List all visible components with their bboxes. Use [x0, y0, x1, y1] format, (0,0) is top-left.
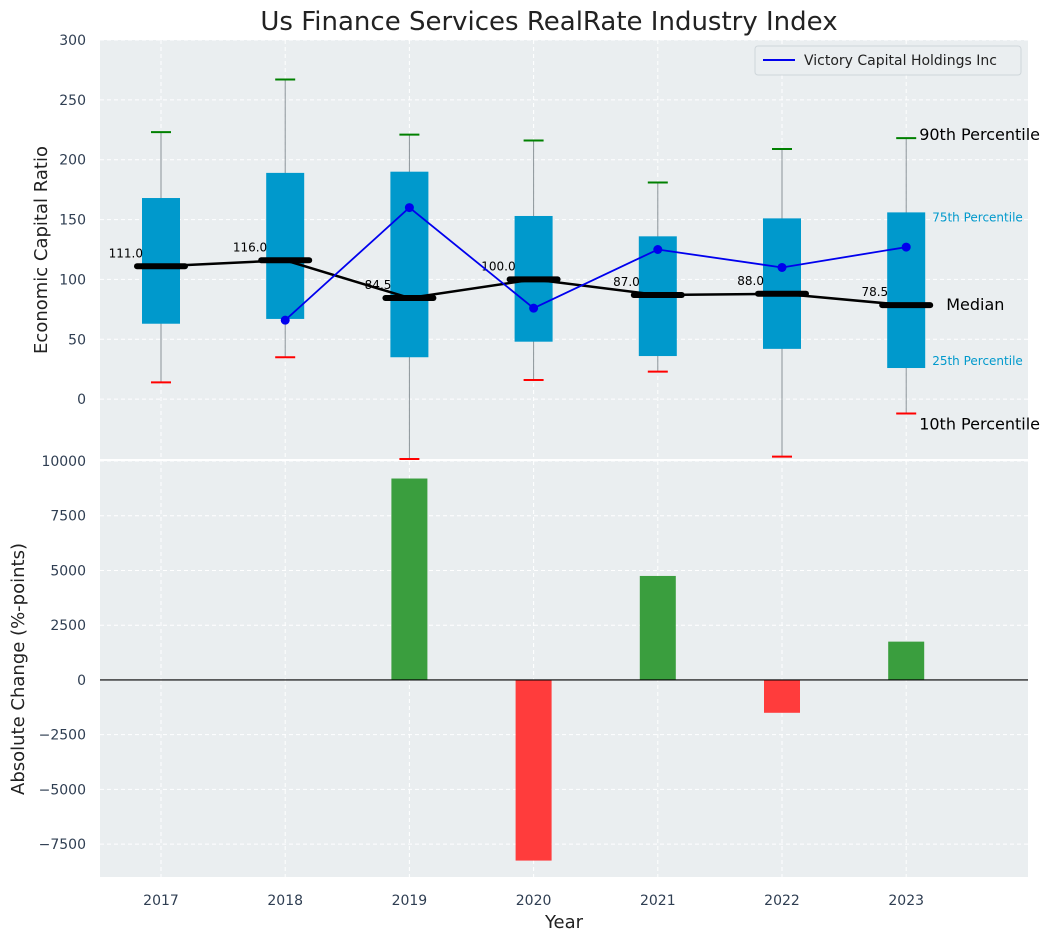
x-tick-label-2018: 2018	[267, 893, 303, 909]
series-point-victory-2020	[529, 303, 539, 313]
median-value-label-2020: 100.0	[481, 259, 515, 273]
x-tick-label-2019: 2019	[392, 893, 428, 909]
annotation-25th-percentile: 25th Percentile	[932, 354, 1023, 368]
bottom-plot-background	[100, 461, 1028, 877]
series-point-victory-2022	[777, 262, 787, 272]
series-point-victory-2019	[404, 203, 414, 213]
bottom-y-tick-label: 0	[77, 673, 86, 689]
top-y-tick-label: 150	[59, 213, 86, 229]
x-axis-label: Year	[544, 912, 584, 933]
legend-box	[754, 45, 1022, 76]
annotation-75th-percentile: 75th Percentile	[932, 210, 1023, 224]
change-bar-2022	[764, 679, 800, 713]
median-value-label-2023: 78.5	[861, 285, 888, 299]
bottom-y-tick-label: 10000	[41, 454, 86, 470]
series-point-victory-2021	[653, 245, 663, 254]
legend-label-victory: Victory Capital Holdings Inc	[804, 53, 997, 69]
iqr-box-2022	[763, 218, 801, 349]
bottom-y-tick-label: 5000	[50, 563, 86, 579]
chart-title: Us Finance Services RealRate Industry In…	[260, 7, 837, 37]
annotation-90th-percentile: 90th Percentile	[919, 125, 1040, 144]
median-value-label-2019: 84.5	[365, 278, 392, 292]
bottom-panel: −7500 −5000 −2500 0 2500 5000 7500 10000 2017 201…	[39, 454, 1028, 909]
bottom-y-tick-label: −2500	[39, 728, 86, 744]
bottom-y-tick-label: 2500	[50, 618, 86, 634]
change-bar-2021	[639, 575, 676, 680]
annotation-10th-percentile: 10th Percentile	[919, 415, 1040, 434]
series-point-victory-2018	[280, 315, 290, 325]
median-value-label-2017: 111.0	[109, 246, 143, 260]
series-point-victory-2023	[901, 242, 911, 252]
x-tick-label-2023: 2023	[888, 893, 924, 909]
change-bar-2023	[888, 641, 925, 680]
median-value-label-2018: 116.0	[233, 240, 267, 254]
iqr-box-2023	[887, 212, 926, 369]
annotation-median: Median	[946, 295, 1004, 314]
change-bar-2019	[391, 478, 428, 680]
x-tick-label-2022: 2022	[764, 893, 800, 909]
legend: Victory Capital Holdings Inc	[754, 45, 1022, 76]
iqr-box-2017	[142, 198, 180, 324]
iqr-box-2018	[266, 172, 305, 319]
series-line-victory	[284, 206, 907, 321]
x-tick-label-2020: 2020	[516, 893, 552, 909]
top-y-axis-label: Economic Capital Ratio	[31, 146, 52, 354]
top-plot-background	[100, 40, 1028, 459]
bottom-y-tick-label: 7500	[50, 509, 86, 525]
top-y-tick-label: 300	[59, 33, 86, 49]
median-value-label-2021: 87.0	[613, 275, 640, 289]
bottom-y-tick-label: −7500	[39, 837, 86, 853]
x-tick-label-2021: 2021	[640, 893, 676, 909]
x-tick-label-2017: 2017	[143, 893, 179, 909]
top-y-tick-label: 250	[59, 93, 86, 109]
bottom-y-axis-label: Absolute Change (%-points)	[8, 543, 29, 795]
median-value-label-2022: 88.0	[737, 274, 764, 288]
top-y-tick-label: 50	[68, 332, 86, 348]
top-y-tick-label: 200	[59, 153, 86, 169]
top-y-tick-label: 100	[59, 272, 86, 288]
top-panel: 0 50 100 150 200 250 300 111.0 116.0 84.5 100.0 87.…	[59, 33, 1040, 460]
iqr-box-2019	[390, 171, 429, 358]
top-y-tick-label: 0	[77, 392, 86, 408]
change-bar-2020	[515, 679, 552, 861]
bottom-y-tick-label: −5000	[39, 782, 86, 798]
